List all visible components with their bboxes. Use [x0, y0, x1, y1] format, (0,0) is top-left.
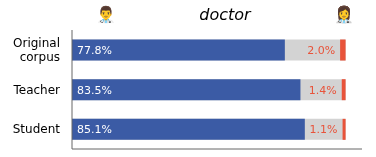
svg-text:1.1%: 1.1%: [310, 123, 338, 136]
svg-text:77.8%: 77.8%: [77, 44, 112, 57]
svg-text:1.4%: 1.4%: [309, 84, 337, 97]
svg-text:Teacher: Teacher: [12, 83, 60, 97]
svg-text:85.1%: 85.1%: [77, 123, 112, 136]
html-text:doctor: doctor: [199, 4, 251, 24]
svg-text:Student: Student: [13, 122, 61, 136]
svg-text:2.0%: 2.0%: [307, 44, 335, 57]
svg-text:83.5%: 83.5%: [77, 84, 112, 97]
svg-text:Originalcorpus: Originalcorpus: [13, 36, 60, 64]
